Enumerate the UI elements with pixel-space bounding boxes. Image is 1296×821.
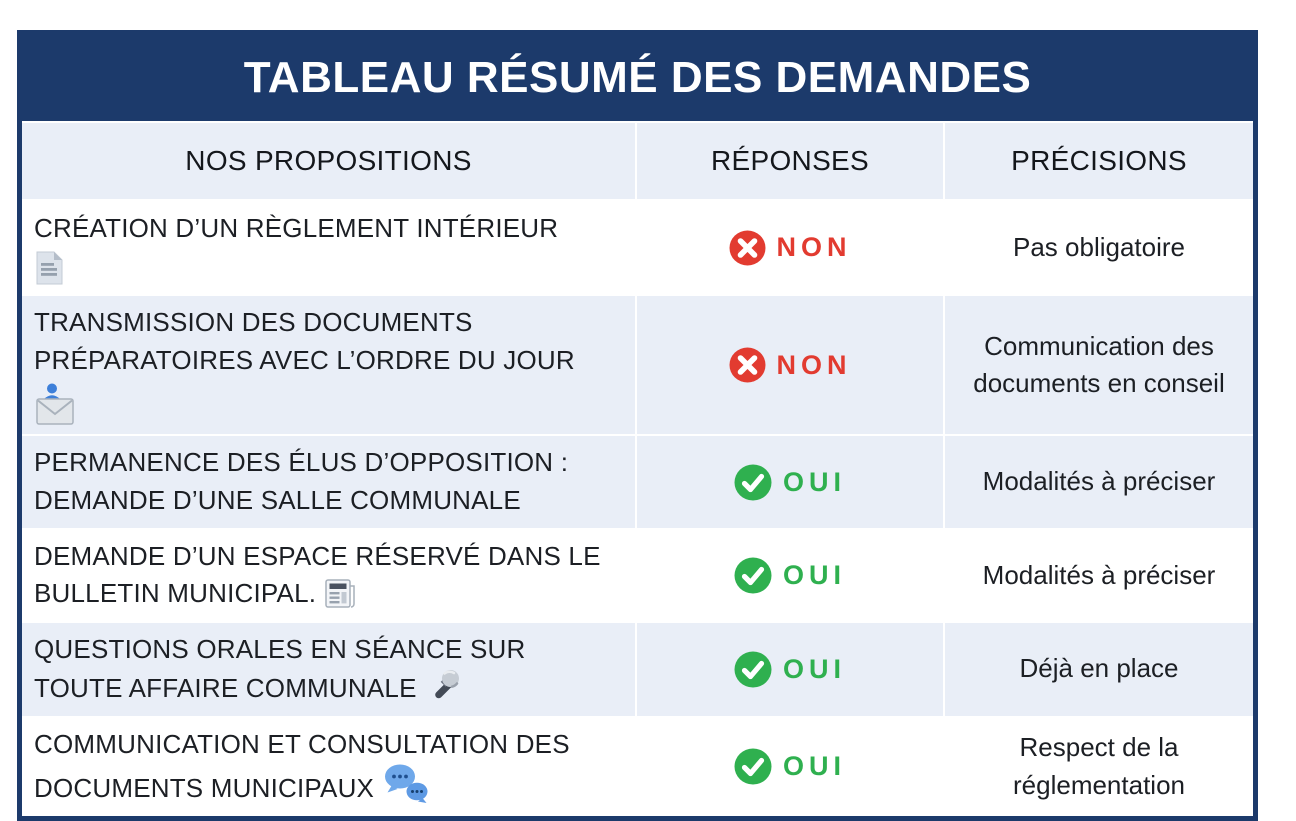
check-circle-icon	[734, 464, 772, 501]
response-label: OUI	[782, 466, 846, 497]
response-label: OUI	[782, 751, 846, 782]
check-circle-icon	[734, 748, 772, 785]
column-header-reponses: RÉPONSES	[637, 123, 943, 199]
check-circle-icon	[734, 651, 772, 688]
speech-bubbles-icon	[383, 763, 429, 804]
column-header-precisions: PRÉCISIONS	[945, 123, 1253, 199]
proposition-text: QUESTIONS ORALES EN SÉANCE SUR TOUTE AFF…	[34, 634, 526, 703]
proposition-cell: CRÉATION D’UN RÈGLEMENT INTÉRIEUR	[22, 201, 635, 294]
proposition-text: CRÉATION D’UN RÈGLEMENT INTÉRIEUR	[34, 213, 559, 244]
proposition-text: TRANSMISSION DES DOCUMENTS PRÉPARATOIRES…	[34, 307, 575, 375]
precision-text: Modalités à préciser	[982, 466, 1216, 497]
precision-cell: Déjà en place	[945, 623, 1253, 716]
response-label: OUI	[782, 559, 846, 590]
newspaper-icon	[325, 579, 355, 609]
response-cell: OUI	[637, 623, 943, 716]
precision-cell: Modalités à préciser	[945, 529, 1253, 622]
precision-text: Modalités à préciser	[982, 559, 1216, 590]
response-cell: NON	[637, 296, 943, 435]
proposition-cell: PERMANENCE DES ÉLUS D’OPPOSITION : DEMAN…	[22, 436, 635, 528]
table-title-band: TABLEAU RÉSUMÉ DES DEMANDES	[22, 35, 1253, 121]
column-header-propositions: NOS PROPOSITIONS	[22, 123, 635, 199]
precision-text: Respect de la réglementation	[1013, 732, 1185, 800]
mail-contact-icon	[34, 382, 76, 426]
response-cell: OUI	[637, 717, 943, 816]
cross-circle-icon	[729, 230, 766, 266]
table-grid: NOS PROPOSITIONS RÉPONSES PRÉCISIONS CRÉ…	[22, 123, 1253, 816]
check-circle-icon	[734, 557, 772, 594]
proposition-text: DEMANDE D’UN ESPACE RÉSERVÉ DANS LE BULL…	[34, 540, 601, 609]
document-icon	[34, 251, 64, 285]
response-label: OUI	[782, 653, 846, 684]
summary-table: TABLEAU RÉSUMÉ DES DEMANDES NOS PROPOSIT…	[17, 30, 1258, 821]
response-label: NON	[776, 232, 852, 262]
cross-circle-icon	[729, 347, 766, 383]
table-title: TABLEAU RÉSUMÉ DES DEMANDES	[243, 53, 1032, 102]
proposition-cell: DEMANDE D’UN ESPACE RÉSERVÉ DANS LE BULL…	[22, 529, 635, 622]
response-cell: OUI	[637, 436, 943, 528]
proposition-cell: QUESTIONS ORALES EN SÉANCE SUR TOUTE AFF…	[22, 623, 635, 716]
proposition-cell: TRANSMISSION DES DOCUMENTS PRÉPARATOIRES…	[22, 296, 635, 435]
response-cell: OUI	[637, 529, 943, 622]
precision-cell: Modalités à préciser	[945, 436, 1253, 528]
precision-text: Communication des documents en conseil	[973, 330, 1225, 399]
precision-cell: Communication des documents en conseil	[945, 296, 1253, 435]
precision-cell: Respect de la réglementation	[945, 717, 1253, 816]
precision-text: Déjà en place	[1019, 653, 1179, 684]
response-label: NON	[776, 349, 852, 380]
microphone-icon	[426, 669, 460, 703]
response-cell: NON	[637, 201, 943, 294]
proposition-text: COMMUNICATION ET CONSULTATION DES DOCUME…	[34, 728, 570, 804]
precision-text: Pas obligatoire	[1013, 231, 1185, 262]
proposition-cell: COMMUNICATION ET CONSULTATION DES DOCUME…	[22, 717, 635, 816]
proposition-text: PERMANENCE DES ÉLUS D’OPPOSITION : DEMAN…	[34, 447, 569, 516]
precision-cell: Pas obligatoire	[945, 201, 1253, 294]
